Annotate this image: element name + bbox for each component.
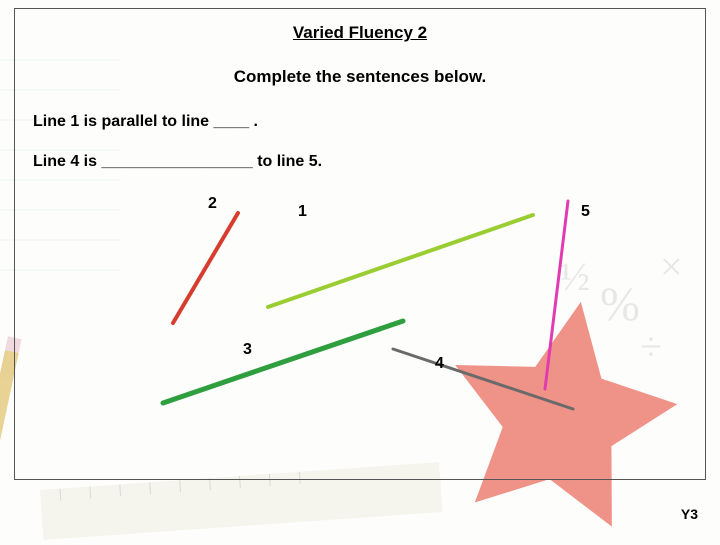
line-3: [163, 321, 403, 403]
line-5: [545, 201, 568, 389]
line-2: [173, 213, 238, 323]
lines-diagram: 2 1 5 3 4: [33, 193, 687, 423]
label-4: 4: [435, 355, 444, 373]
sentence-1: Line 1 is parallel to line ____ .: [33, 113, 687, 131]
label-2: 2: [208, 195, 217, 213]
label-1: 1: [298, 203, 307, 221]
line-1: [268, 215, 533, 307]
label-3: 3: [243, 341, 252, 359]
sentence-2: Line 4 is _________________ to line 5.: [33, 153, 687, 171]
label-5: 5: [581, 203, 590, 221]
worksheet-title: Varied Fluency 2: [33, 23, 687, 43]
instruction-text: Complete the sentences below.: [33, 67, 687, 87]
diagram-svg: [33, 193, 693, 423]
worksheet-card: Varied Fluency 2 Complete the sentences …: [14, 8, 706, 480]
footer-grade: Y3: [681, 506, 698, 522]
